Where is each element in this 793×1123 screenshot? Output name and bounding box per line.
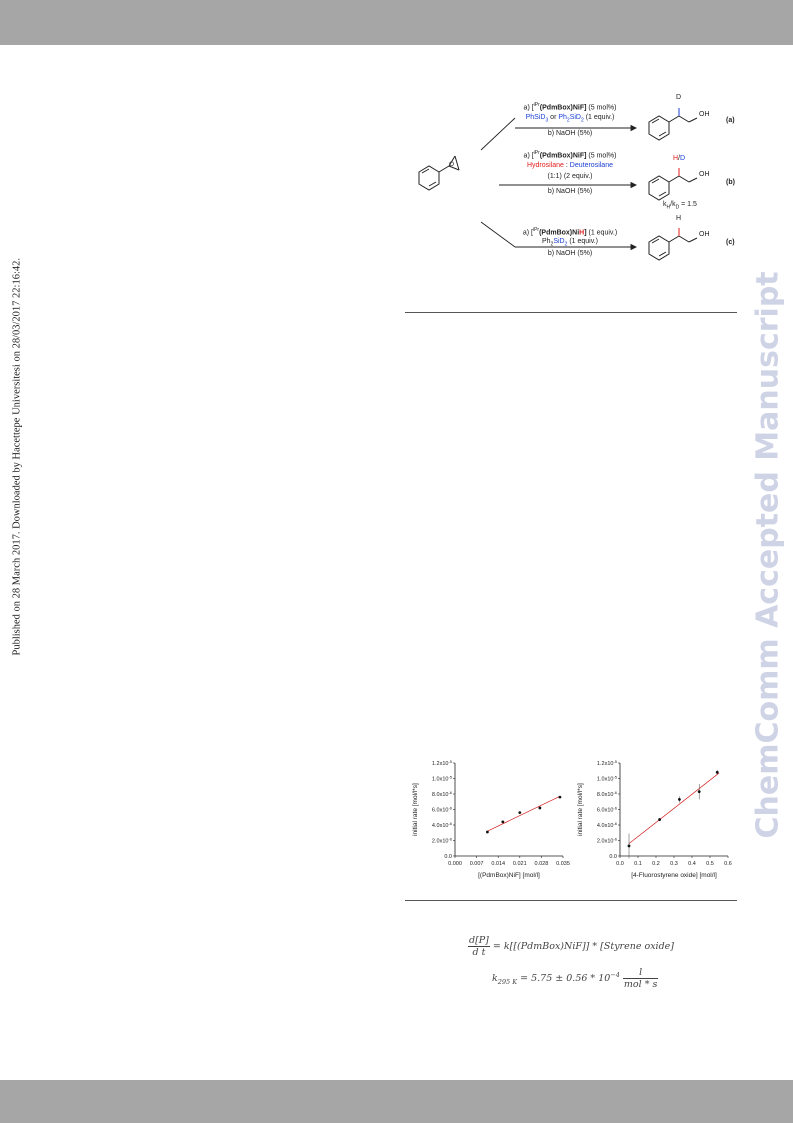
rxn-b-line3: (1:1) (2 equiv.) — [547, 173, 593, 180]
product-a-oh: OH — [699, 111, 710, 118]
x-tick-label: 0.035 — [556, 861, 570, 867]
data-point — [558, 795, 562, 799]
rxn-b-line1: a) [iPr(PdmBox)NiF] (5 mol%) — [523, 150, 617, 160]
y-tick-label: 0.0 — [444, 854, 452, 860]
rxn-b-line2: Hydrosilane : Deuterosilane — [526, 162, 613, 169]
data-point — [627, 844, 631, 848]
data-point — [518, 811, 522, 814]
x-tick-label: 0.0 — [616, 861, 624, 867]
x-tick-label: 0.5 — [706, 861, 714, 867]
product-a-structure — [648, 108, 698, 141]
y-tick-label: 4.0x10-6 — [597, 821, 618, 829]
reaction-scheme: O a) [iPr(PdmBox)NiF] (5 mol%) PhSiD3 or… — [405, 92, 745, 292]
top-header-band — [0, 0, 793, 45]
fit-line — [628, 772, 720, 844]
x-tick-label: 0.014 — [491, 861, 505, 867]
x-tick-label: 0.000 — [448, 861, 462, 867]
section-rule-lower — [405, 900, 737, 901]
publication-side-note: Published on 28 March 2017. Downloaded b… — [11, 258, 23, 656]
rxn-a-line3: b) NaOH (5%) — [547, 130, 593, 137]
y-axis-label: initial rate [mol/l*s] — [412, 783, 419, 836]
y-tick-label: 4.0x10-6 — [432, 821, 453, 829]
product-c-h-label: H — [676, 215, 682, 222]
rxn-c-line2: Ph2SiD2 (1 equiv.) — [541, 238, 598, 248]
product-a-d-label: D — [676, 94, 682, 101]
kinetic-plot-substrate: 0.0 2.0x10-6 4.0x10-6 6.0x10-6 8.0x10-6 1.0x1… — [577, 759, 732, 879]
journal-watermark: ChemComm Accepted Manuscript — [750, 271, 786, 839]
x-tick-label: 0.2 — [652, 861, 660, 867]
x-tick-label: 0.6 — [724, 861, 732, 867]
y-tick-label: 6.0x10-6 — [597, 806, 618, 814]
rxn-c-label: (c) — [726, 239, 735, 246]
product-c-oh: OH — [699, 231, 710, 238]
x-tick-label: 0.3 — [670, 861, 678, 867]
x-tick-label: 0.028 — [535, 861, 549, 867]
product-c-structure — [648, 228, 698, 261]
rate-constant-equation: k295 K = 5.75 ± 0.56 * 10−4 l mol * s — [492, 967, 659, 990]
bottom-footer-band — [0, 1080, 793, 1123]
y-tick-label: 2.0x10-6 — [432, 837, 453, 845]
scheme-drawing — [418, 108, 698, 261]
data-point — [715, 770, 719, 774]
rate-law-equation: d[P] d t = k[[(PdmBox)NiF]] * [Styrene ox… — [468, 935, 675, 958]
rxn-b-line4: b) NaOH (5%) — [547, 188, 593, 195]
y-tick-label: 8.0x10-6 — [597, 790, 618, 798]
rxn-c-line3: b) NaOH (5%) — [547, 250, 593, 257]
y-tick-label: 1.0x10-5 — [432, 775, 453, 783]
x-tick-label: 0.007 — [470, 861, 484, 867]
x-tick-label: 0.1 — [634, 861, 642, 867]
x-tick-label: 0.021 — [513, 861, 527, 867]
data-point — [486, 830, 489, 834]
data-point — [678, 798, 681, 801]
kinetic-plot-catalyst: 0.0 2.0x10-6 4.0x10-6 6.0x10-6 8.0x10-6 1.0x1… — [412, 759, 570, 879]
rxn-c-line1: a) [iPr(PdmBox)NiH] (1 equiv.) — [522, 227, 618, 237]
y-axis-label: initial rate [mol/l*s] — [577, 783, 584, 836]
product-b-structure — [648, 168, 698, 201]
epoxide-oxygen-label: O — [449, 161, 455, 168]
data-point — [538, 806, 542, 810]
kie-value: kH/kD = 1.5 — [663, 201, 697, 211]
rxn-a-line1: a) [iPr(PdmBox)NiF] (5 mol%) — [523, 102, 617, 112]
rxn-b-label: (b) — [726, 179, 735, 186]
data-point — [658, 818, 661, 821]
x-axis-label: [4-Fluorostyrene oxide] [mol/l] — [631, 872, 717, 879]
x-axis-label: [(PdmBox)NiF] [mol/l] — [478, 872, 540, 879]
x-tick-label: 0.4 — [688, 861, 696, 867]
y-tick-label: 1.0x10-5 — [597, 775, 618, 783]
product-b-hd-label: H/D — [673, 155, 686, 162]
section-rule-upper — [405, 312, 737, 313]
y-tick-label: 2.0x10-6 — [597, 837, 618, 845]
y-tick-label: 8.0x10-6 — [432, 790, 453, 798]
y-tick-label: 1.2x10-5 — [432, 759, 453, 767]
y-tick-label: 1.2x10-5 — [597, 759, 618, 767]
branch-line-a — [480, 117, 516, 151]
branch-line-c — [480, 221, 516, 248]
data-point — [501, 820, 505, 824]
y-tick-label: 6.0x10-6 — [432, 806, 453, 814]
rxn-a-label: (a) — [726, 117, 735, 124]
product-b-oh: OH — [699, 171, 710, 178]
rxn-a-line2: PhSiD3 or Ph2SiD2 (1 equiv.) — [525, 114, 615, 124]
styrene-oxide-structure — [418, 155, 460, 191]
fit-line — [487, 796, 561, 832]
y-tick-label: 0.0 — [609, 854, 617, 860]
data-point — [697, 790, 701, 794]
